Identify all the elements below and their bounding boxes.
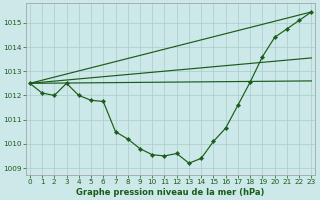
X-axis label: Graphe pression niveau de la mer (hPa): Graphe pression niveau de la mer (hPa) (76, 188, 265, 197)
